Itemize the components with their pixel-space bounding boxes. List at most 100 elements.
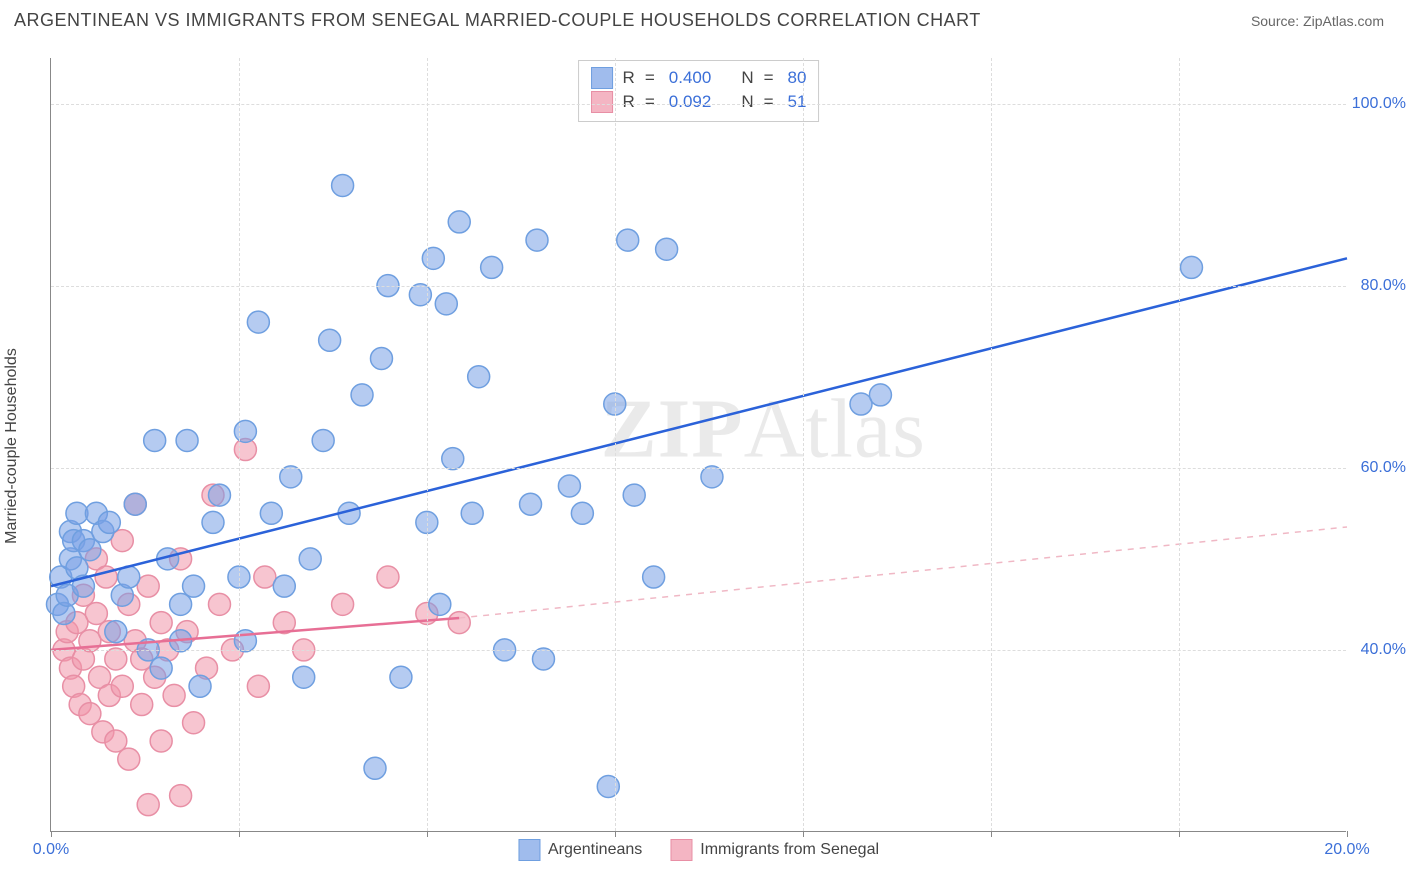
grid-line: [51, 468, 1346, 469]
data-point: [429, 593, 451, 615]
data-point: [532, 648, 554, 670]
data-point: [597, 775, 619, 797]
data-point: [520, 493, 542, 515]
grid-line: [51, 104, 1346, 105]
data-point: [105, 621, 127, 643]
data-point: [105, 648, 127, 670]
data-point: [176, 429, 198, 451]
data-point: [364, 757, 386, 779]
y-tick-label: 40.0%: [1351, 641, 1406, 659]
data-point: [617, 229, 639, 251]
data-point: [643, 566, 665, 588]
data-point: [183, 575, 205, 597]
data-point: [105, 730, 127, 752]
data-point: [448, 211, 470, 233]
data-point: [144, 429, 166, 451]
data-point: [208, 484, 230, 506]
x-tick: [1347, 831, 1348, 837]
x-tick: [1179, 831, 1180, 837]
data-point: [409, 284, 431, 306]
y-axis-label: Married-couple Households: [3, 348, 21, 544]
y-tick-label: 80.0%: [1351, 277, 1406, 295]
header: ARGENTINEAN VS IMMIGRANTS FROM SENEGAL M…: [0, 0, 1406, 37]
data-point: [571, 502, 593, 524]
data-point: [124, 493, 146, 515]
x-tick: [51, 831, 52, 837]
data-point: [558, 475, 580, 497]
data-point: [137, 575, 159, 597]
grid-line: [427, 58, 428, 831]
grid-line: [615, 58, 616, 831]
data-point: [189, 675, 211, 697]
data-point: [422, 247, 444, 269]
data-point: [163, 684, 185, 706]
data-point: [247, 675, 269, 697]
x-tick-label: 20.0%: [1324, 841, 1369, 859]
data-point: [319, 329, 341, 351]
data-point: [85, 602, 107, 624]
data-point: [332, 593, 354, 615]
grid-line: [51, 286, 1346, 287]
grid-line: [239, 58, 240, 831]
grid-line: [51, 650, 1346, 651]
legend-series: Argentineans Immigrants from Senegal: [518, 839, 879, 861]
data-point: [202, 511, 224, 533]
legend-item-argentineans: Argentineans: [518, 839, 642, 861]
data-point: [461, 502, 483, 524]
data-point: [390, 666, 412, 688]
data-point: [150, 730, 172, 752]
data-point: [448, 612, 470, 634]
data-point: [273, 575, 295, 597]
legend-item-senegal: Immigrants from Senegal: [670, 839, 879, 861]
data-point: [79, 539, 101, 561]
x-tick-label: 0.0%: [33, 841, 69, 859]
x-tick: [239, 831, 240, 837]
data-point: [260, 502, 282, 524]
data-point: [293, 666, 315, 688]
data-point: [118, 748, 140, 770]
data-point: [131, 694, 153, 716]
grid-line: [1179, 58, 1180, 831]
data-point: [111, 675, 133, 697]
x-tick: [615, 831, 616, 837]
data-point: [656, 238, 678, 260]
data-point: [442, 448, 464, 470]
data-point: [208, 593, 230, 615]
chart-area: ZIPAtlas R = 0.400 N = 80 R = 0.092 N = …: [50, 58, 1346, 832]
chart-title: ARGENTINEAN VS IMMIGRANTS FROM SENEGAL M…: [14, 10, 981, 31]
data-point: [623, 484, 645, 506]
data-point: [850, 393, 872, 415]
data-point: [299, 548, 321, 570]
data-point: [150, 612, 172, 634]
data-point: [370, 347, 392, 369]
data-point: [312, 429, 334, 451]
data-point: [234, 420, 256, 442]
data-point: [98, 511, 120, 533]
data-point: [280, 466, 302, 488]
data-point: [377, 566, 399, 588]
legend-label: Immigrants from Senegal: [700, 841, 879, 859]
data-point: [1180, 256, 1202, 278]
data-point: [254, 566, 276, 588]
legend-label: Argentineans: [548, 841, 642, 859]
data-point: [111, 530, 133, 552]
swatch-senegal: [670, 839, 692, 861]
data-point: [481, 256, 503, 278]
data-point: [468, 366, 490, 388]
data-point: [351, 384, 373, 406]
grid-line: [803, 58, 804, 831]
grid-line: [991, 58, 992, 831]
x-tick: [991, 831, 992, 837]
data-point: [150, 657, 172, 679]
x-tick: [803, 831, 804, 837]
data-point: [79, 703, 101, 725]
data-point: [869, 384, 891, 406]
swatch-argentineans: [518, 839, 540, 861]
data-point: [435, 293, 457, 315]
data-point: [170, 593, 192, 615]
scatter-plot: [51, 58, 1346, 831]
x-tick: [427, 831, 428, 837]
y-tick-label: 60.0%: [1351, 459, 1406, 477]
source-label: Source: ZipAtlas.com: [1251, 13, 1384, 29]
data-point: [170, 785, 192, 807]
